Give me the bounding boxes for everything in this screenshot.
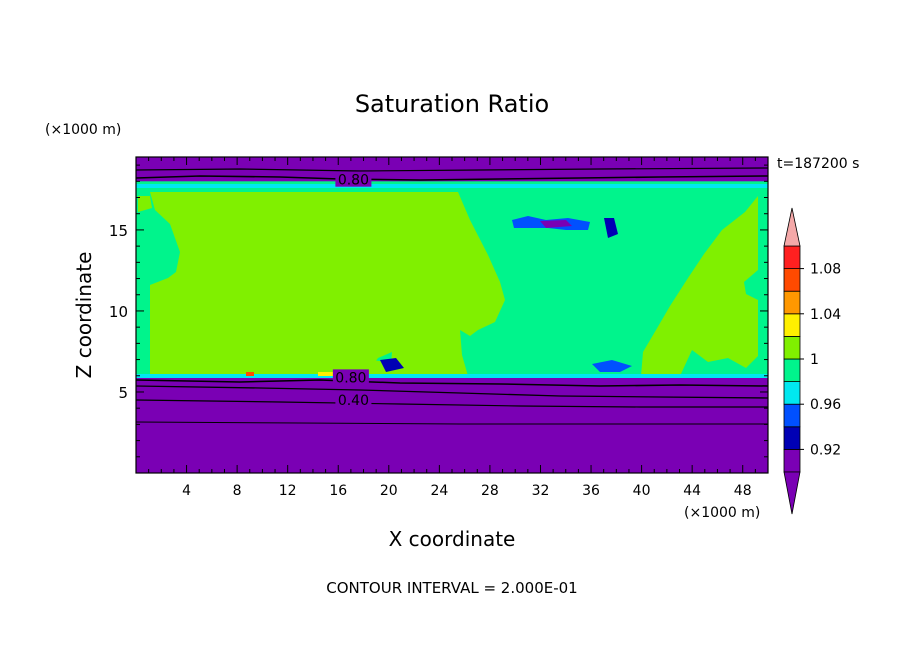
colorbar-segment [783,381,801,405]
contour-upper-1 [136,175,768,181]
contour-upper-2 [136,167,768,172]
colorbar-segment [783,426,801,450]
colorbar: 0.92 0.96 1 1.04 1.08 [783,207,841,515]
x-tick-label: 16 [329,483,347,499]
contour-label-bg [332,369,369,385]
plot-area: 0.80 0.80 0.40 [136,157,768,473]
x-axis: 4 8 12 16 20 24 28 32 36 40 44 48 [148,157,756,499]
colorbar-tick-label: 1.08 [810,262,841,278]
footer-note: CONTOUR INTERVAL = 2.000E-01 [326,579,577,597]
super-region-left [150,192,505,376]
x-tick-label: 44 [683,483,701,499]
contour-base [136,379,768,387]
y-axis-label: Z coordinate [72,252,96,379]
x-tick-label: 4 [182,483,191,499]
contour-label: 0.40 [335,392,372,409]
contour-label-bg [335,171,372,187]
y-axis: 5 10 15 [109,164,768,458]
dry-patch-base-right [592,360,632,372]
time-label: t=187200 s [777,156,859,172]
contour-label: 0.80 [335,171,372,189]
colorbar-tick-label: 1 [810,352,819,368]
spot-yellow [318,372,342,376]
x-unit-label: (×1000 m) [684,505,760,521]
colorbar-segment [783,268,801,292]
x-tick-label: 32 [532,483,550,499]
contour-label-bg [335,392,372,408]
cloud-top-edge [136,184,768,188]
x-tick-label: 40 [633,483,651,499]
chart-title: Saturation Ratio [355,90,549,118]
colorbar-over-arrow [783,207,801,247]
x-tick-label: 20 [380,483,398,499]
lower-dry-layer [136,377,768,473]
colorbar-segment [783,313,801,337]
colorbar-segment [783,245,801,270]
contour-label-text: 0.80 [338,173,369,189]
dry-patch-base [380,358,404,372]
x-tick-label: 24 [430,483,448,499]
contour-label-text: 0.80 [335,370,366,386]
dry-patch-upper-right [604,218,618,238]
colorbar-under-arrow [783,471,801,515]
super-region-upper-left [138,196,152,212]
colorbar-segment [783,290,801,315]
colorbar-tick-label: 0.96 [810,397,841,413]
x-tick-label: 36 [582,483,600,499]
y-tick-label: 15 [109,222,128,240]
colorbar-tick-label: 1.04 [810,307,841,323]
colorbar-segment [783,335,801,360]
colorbar-tick-label: 0.92 [810,442,841,458]
super-region-right [641,196,758,376]
x-tick-label: 12 [279,483,297,499]
x-tick-label: 8 [233,483,242,499]
contour-labels: 0.80 0.80 0.40 [332,171,372,409]
contour-lower-3 [136,421,768,425]
spot-orange [246,372,254,376]
x-axis-label: X coordinate [389,527,516,551]
contour-label-text: 0.40 [338,393,369,409]
y-tick-label: 10 [109,303,128,321]
colorbar-segment [783,448,801,473]
x-tick-label: 28 [481,483,499,499]
colorbar-segment [783,358,801,383]
contour-lower-2 [136,399,768,408]
contour-label: 0.80 [332,369,369,386]
contour-lower-1 [136,385,768,399]
y-unit-label: (×1000 m) [45,122,121,138]
cloud-base-edge [136,374,768,378]
x-tick-label: 48 [734,483,752,499]
colorbar-segment [783,403,801,428]
dry-patch-upper-core [540,220,572,228]
y-tick-label: 5 [118,384,128,402]
